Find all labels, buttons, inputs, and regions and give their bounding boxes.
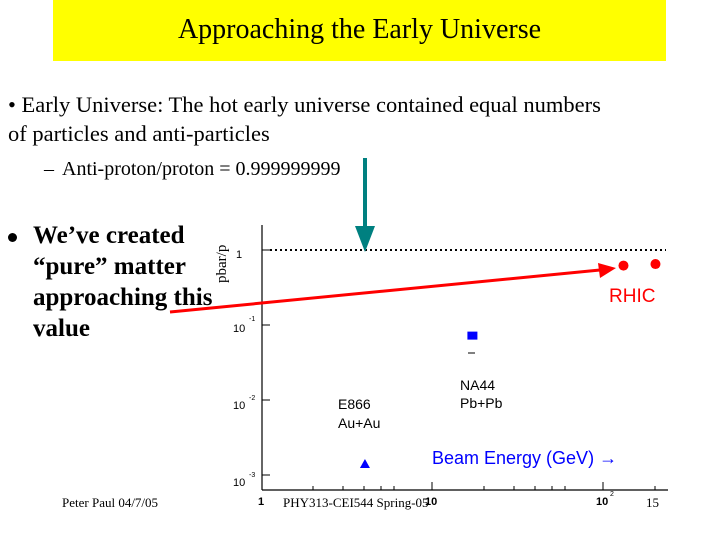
na44-label-line2: Pb+Pb [460, 395, 503, 411]
data-point-rhic [618, 260, 629, 271]
x-tick-label: 10 [596, 496, 608, 508]
x-tick-label: 1 [258, 496, 264, 508]
right-arrow-icon: → [599, 448, 618, 468]
e866-label: E866 Au+Au [338, 395, 380, 433]
y-tick-label: 10 [233, 400, 245, 412]
na44-label: NA44 Pb+Pb [460, 376, 502, 412]
bullet-dot: • [8, 92, 16, 117]
y-tick-exponent: -3 [249, 472, 255, 479]
data-point-e866-au-au [359, 459, 370, 469]
bullet-early-universe-text: Early Universe: The hot early universe c… [8, 92, 601, 146]
e866-label-line2: Au+Au [338, 415, 381, 431]
data-markers [359, 259, 661, 469]
slide-title: Approaching the Early Universe [177, 14, 542, 45]
y-axis-label: pbar/p [214, 244, 230, 283]
bullet-pure-matter: We’ve created “pure” matter approaching … [33, 222, 213, 342]
pointer-arrowhead [598, 263, 616, 278]
sub-bullet-ratio-text: Anti-proton/proton = 0.999999999 [62, 158, 341, 180]
na44-label-line1: NA44 [460, 377, 496, 393]
x-tick-exponent: 2 [610, 491, 614, 498]
x-axis-label: Beam Energy (GeV) → [432, 448, 617, 469]
e866-label-line1: E866 [338, 396, 371, 412]
y-tick-label: 10 [233, 323, 245, 335]
footer-page-number: 15 [646, 495, 659, 510]
data-point-na44-pb-pb [467, 331, 478, 340]
y-tick-exponent: -1 [249, 316, 255, 323]
pointer-line [169, 268, 601, 314]
y-tick-exponent: -2 [249, 395, 255, 402]
y-tick-label: 10 [233, 477, 245, 489]
sub-bullet-dash: – [44, 158, 54, 180]
bullet-early-universe: • Early Universe: The hot early universe… [8, 90, 608, 148]
y-tick-label: 1 [236, 249, 242, 261]
footer-course: PHY313-CEI544 Spring-05 [283, 495, 429, 510]
title-banner: Approaching the Early Universe [53, 0, 666, 61]
data-point-rhic [650, 259, 661, 270]
bullet-dot-2 [8, 233, 17, 242]
ratio-arrow-head [355, 226, 375, 252]
x-axis-label-text: Beam Energy (GeV) [432, 448, 595, 468]
sub-bullet-ratio: – Anti-proton/proton = 0.999999999 [44, 158, 341, 181]
rhic-label: RHIC [609, 286, 656, 307]
x-tick-label: 10 [425, 496, 437, 508]
footer-author-date: Peter Paul 04/7/05 [62, 495, 159, 510]
